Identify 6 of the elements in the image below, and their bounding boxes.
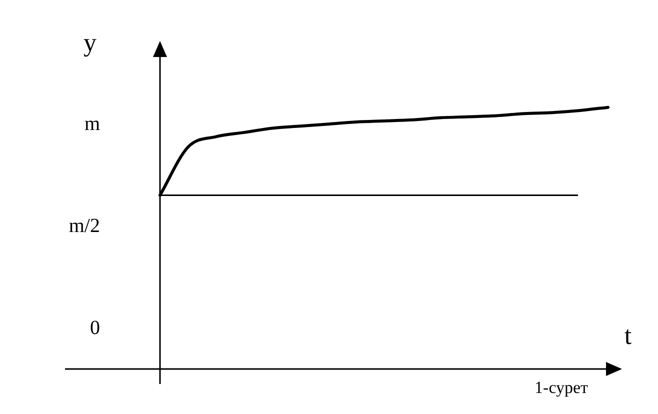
y-axis-title: y bbox=[84, 28, 96, 57]
text: 0 bbox=[90, 317, 100, 339]
text: m bbox=[84, 113, 100, 135]
x-axis-title: t bbox=[624, 321, 632, 350]
text: 1-сурет bbox=[534, 378, 589, 397]
text: m/2 bbox=[68, 215, 100, 237]
